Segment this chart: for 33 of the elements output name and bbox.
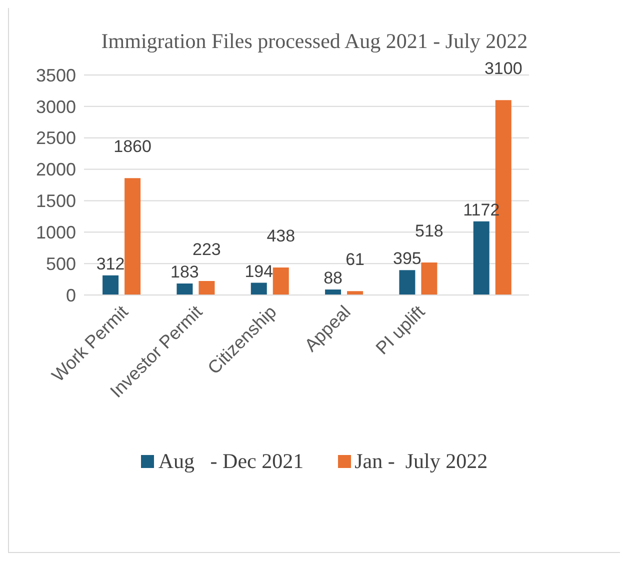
bar bbox=[250, 282, 267, 295]
bar bbox=[102, 275, 119, 295]
y-tick-label: 0 bbox=[66, 285, 76, 306]
data-label: 312 bbox=[96, 254, 125, 274]
data-label: 223 bbox=[192, 240, 221, 259]
data-label: 395 bbox=[393, 249, 422, 268]
y-tick-label: 3500 bbox=[36, 65, 76, 86]
chart-title: Immigration Files processed Aug 2021 - July 2022 bbox=[100, 28, 529, 55]
bar bbox=[473, 221, 490, 295]
data-label: 3100 bbox=[484, 59, 522, 78]
bar bbox=[399, 270, 416, 295]
data-label: 61 bbox=[346, 250, 365, 270]
data-label: 88 bbox=[324, 268, 343, 288]
bar bbox=[272, 267, 289, 295]
bar bbox=[176, 283, 193, 295]
y-tick-label: 2000 bbox=[36, 160, 76, 180]
y-tick-label: 500 bbox=[46, 254, 76, 274]
legend-label: Jan - July 2022 bbox=[354, 449, 488, 474]
legend-label: Aug - Dec 2021 bbox=[158, 449, 304, 474]
bar bbox=[421, 262, 438, 295]
data-label: 194 bbox=[244, 262, 274, 281]
data-label: 438 bbox=[266, 226, 296, 246]
bar bbox=[124, 178, 141, 295]
bar bbox=[198, 280, 215, 295]
data-label: 183 bbox=[170, 262, 199, 282]
bar bbox=[325, 289, 342, 295]
data-label: 1860 bbox=[114, 137, 152, 156]
y-tick-label: 3000 bbox=[36, 96, 76, 117]
data-label: 518 bbox=[415, 221, 444, 240]
y-tick-label: 1500 bbox=[36, 191, 76, 212]
y-tick-label: 1000 bbox=[36, 222, 76, 243]
bar bbox=[347, 291, 364, 295]
y-tick-label: 2500 bbox=[36, 128, 76, 148]
